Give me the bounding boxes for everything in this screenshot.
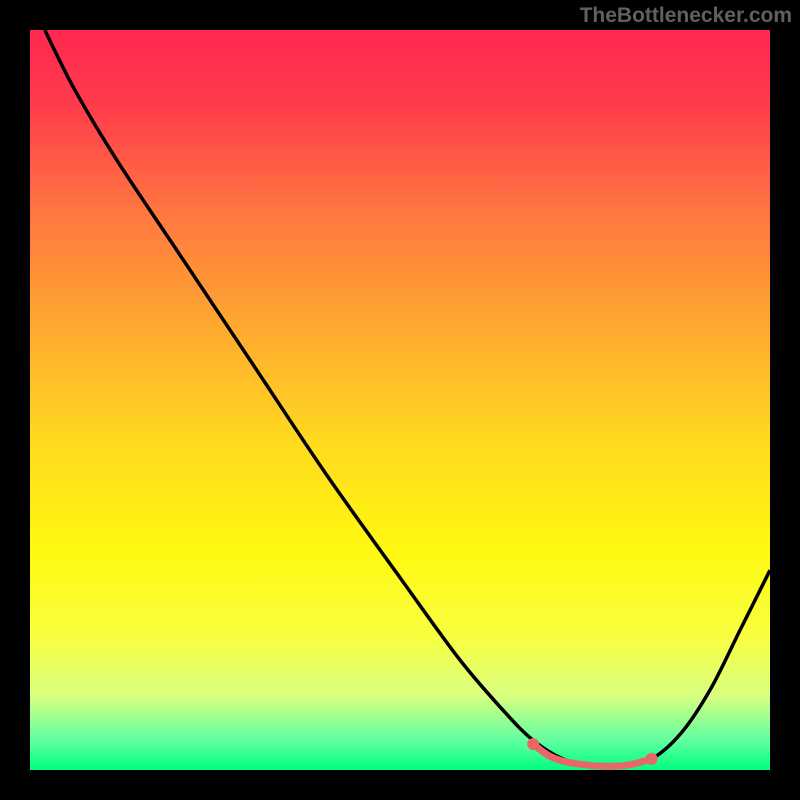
chart-background	[30, 30, 770, 770]
watermark-text: TheBottlenecker.com	[580, 4, 792, 28]
highlight-marker	[646, 753, 658, 765]
highlight-marker	[527, 738, 539, 750]
bottleneck-chart	[30, 30, 770, 770]
chart-svg	[30, 30, 770, 770]
